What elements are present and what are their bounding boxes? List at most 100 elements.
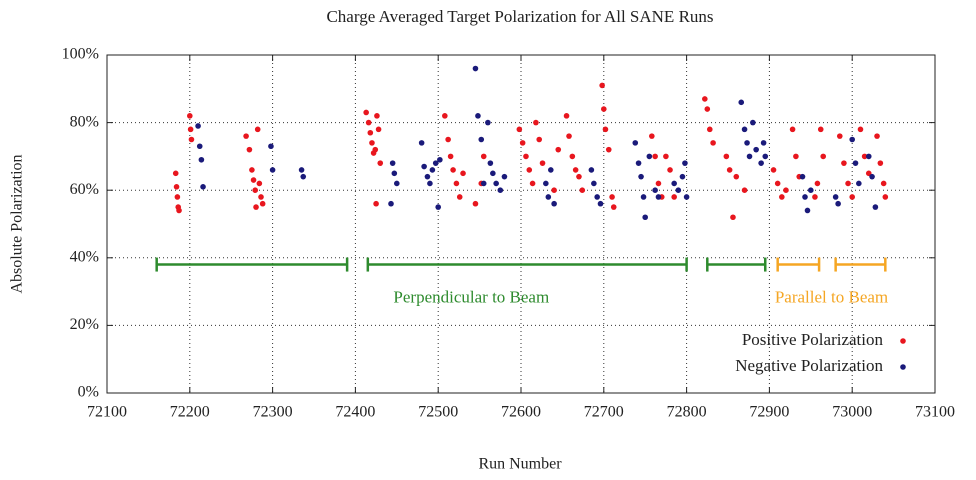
point <box>706 126 713 133</box>
point <box>485 119 491 126</box>
point <box>249 167 255 173</box>
x-tick-label: 72900 <box>749 404 789 421</box>
point <box>388 200 394 207</box>
y-tick-label: 60% <box>70 181 99 198</box>
point <box>861 153 868 160</box>
point <box>394 180 400 187</box>
point <box>187 113 193 119</box>
point <box>609 194 615 200</box>
point <box>447 153 454 160</box>
point <box>435 204 442 210</box>
point <box>601 106 607 112</box>
point <box>750 119 756 126</box>
point <box>487 160 494 166</box>
point <box>802 194 808 200</box>
point <box>882 194 889 200</box>
point <box>526 167 533 173</box>
point <box>176 207 182 214</box>
point <box>820 153 827 160</box>
x-tick-label: 73100 <box>915 404 955 421</box>
x-tick-label: 72100 <box>87 404 127 421</box>
point <box>480 153 487 160</box>
point <box>682 160 688 166</box>
x-tick-label: 72300 <box>253 404 293 421</box>
point <box>377 160 384 166</box>
point <box>579 187 586 193</box>
point <box>723 153 730 160</box>
point <box>252 187 259 193</box>
point <box>372 146 379 153</box>
point <box>675 187 682 193</box>
point <box>865 153 872 160</box>
point <box>475 113 481 119</box>
y-axis-label: Absolute Polarization <box>9 154 26 293</box>
point <box>246 146 253 153</box>
point <box>563 113 570 119</box>
point <box>799 173 806 180</box>
point <box>836 133 843 139</box>
point <box>599 82 605 89</box>
point <box>363 109 369 116</box>
point <box>173 184 180 190</box>
point <box>857 126 864 133</box>
point <box>649 133 655 139</box>
point <box>683 194 690 200</box>
point <box>835 200 841 207</box>
point <box>367 129 374 136</box>
point <box>198 156 205 163</box>
point <box>373 200 379 207</box>
point <box>591 180 597 187</box>
point <box>760 140 767 146</box>
point <box>472 200 479 207</box>
point <box>793 153 799 160</box>
point <box>536 136 543 143</box>
x-tick-label: 72700 <box>584 404 624 421</box>
point <box>196 143 203 150</box>
point <box>374 113 380 119</box>
point <box>490 170 496 177</box>
point <box>472 65 479 72</box>
point <box>710 140 716 146</box>
point <box>642 214 648 221</box>
point <box>779 194 785 200</box>
point <box>849 194 855 200</box>
legend-swatch <box>900 364 906 370</box>
point <box>569 153 576 160</box>
point <box>610 204 617 210</box>
point <box>869 173 875 180</box>
point <box>529 180 536 187</box>
point <box>702 96 708 102</box>
point <box>424 173 431 180</box>
point <box>738 99 745 106</box>
point <box>501 173 508 180</box>
point <box>845 180 851 187</box>
point <box>789 126 796 133</box>
point <box>663 153 669 160</box>
point <box>442 113 448 119</box>
point <box>856 180 862 187</box>
y-tick-label: 40% <box>70 248 99 265</box>
point <box>632 140 639 146</box>
point <box>783 187 789 193</box>
point <box>429 167 436 173</box>
point <box>437 156 443 163</box>
legend-label: Negative Polarization <box>735 356 883 375</box>
point <box>195 123 201 129</box>
point <box>880 180 887 187</box>
point <box>551 200 557 207</box>
point <box>543 180 549 187</box>
y-tick-label: 20% <box>70 316 99 333</box>
point <box>269 167 276 173</box>
point <box>679 173 686 180</box>
point <box>453 180 460 187</box>
point <box>300 173 307 180</box>
x-axis-label: Run Number <box>478 456 562 473</box>
point <box>551 187 557 193</box>
point <box>478 136 485 143</box>
point <box>588 167 595 173</box>
point <box>808 187 814 193</box>
point <box>812 194 818 200</box>
point <box>652 187 658 193</box>
point <box>548 167 554 173</box>
